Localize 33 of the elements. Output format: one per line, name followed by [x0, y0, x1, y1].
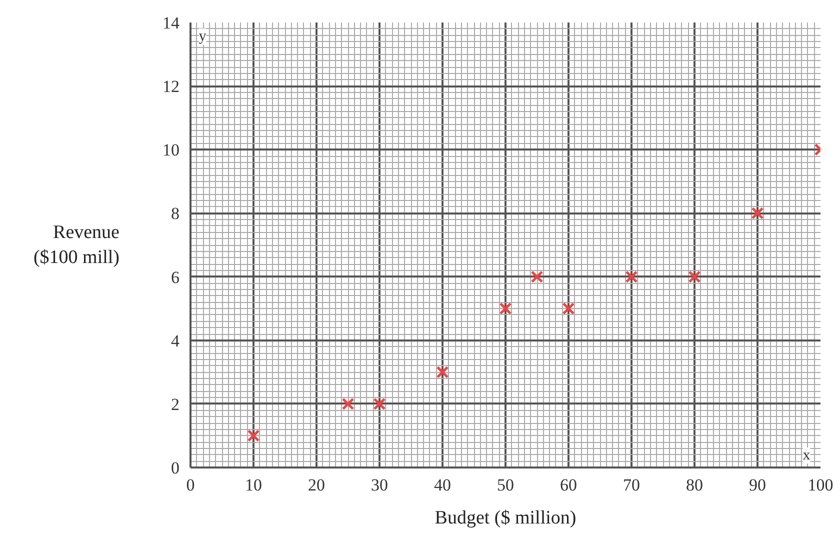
- y-tick-label: 8: [171, 204, 180, 224]
- x-tick-label: 60: [560, 476, 577, 494]
- x-tick-label: 30: [371, 476, 388, 494]
- x-tick-label: 100: [808, 476, 834, 494]
- y-tick-label: 10: [162, 140, 180, 160]
- point: [751, 207, 764, 220]
- y-tick-label: 0: [171, 458, 180, 478]
- x-tick-label: 20: [308, 476, 325, 494]
- y-axis-title: Revenue ($100 mill): [33, 222, 120, 268]
- y-tick-label: 12: [162, 77, 180, 96]
- point: [562, 302, 575, 315]
- x-tick-label: 10: [245, 476, 262, 494]
- x-tick-label: 90: [749, 476, 766, 494]
- y-tick-label: 6: [171, 268, 180, 287]
- y-tick-label: 4: [171, 331, 180, 350]
- point: [688, 270, 701, 283]
- point: [342, 398, 354, 410]
- point: [247, 430, 260, 442]
- point: [530, 270, 544, 283]
- y-tick-label: 14: [162, 14, 180, 32]
- x-tick-label: 50: [497, 476, 514, 494]
- y-tick-label: 2: [171, 394, 180, 414]
- x-tick-label: 80: [686, 476, 703, 494]
- x-tick-label: 70: [623, 476, 640, 494]
- point: [499, 302, 512, 315]
- point: [436, 366, 449, 378]
- point: [373, 398, 386, 410]
- annotation: y: [198, 28, 207, 44]
- x-tick-label: 0: [186, 476, 195, 494]
- annotation: x: [802, 448, 811, 464]
- x-tick-label: 40: [434, 476, 451, 494]
- point: [625, 270, 638, 283]
- x-axis-title: Budget ($ million): [434, 508, 576, 528]
